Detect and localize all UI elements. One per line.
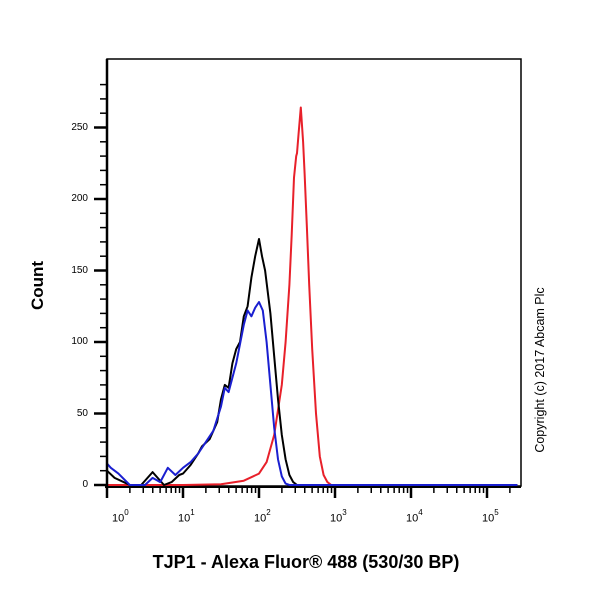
y-tick-label: 50 bbox=[76, 407, 88, 419]
y-tick-label: 250 bbox=[71, 121, 88, 133]
y-axis-ticks bbox=[94, 83, 107, 487]
black-histogram-curve bbox=[106, 84, 518, 486]
y-tick-label: 200 bbox=[71, 193, 88, 204]
y-tick-label: 100 bbox=[71, 336, 88, 347]
x-tick-label: 102 bbox=[254, 508, 271, 525]
histogram-curves bbox=[106, 77, 518, 486]
y-tick-label: 150 bbox=[71, 264, 88, 276]
x-tick-label: 103 bbox=[330, 508, 347, 525]
x-tick-label: 100 bbox=[112, 508, 129, 525]
x-tick-label: 101 bbox=[178, 508, 195, 525]
plot-frame bbox=[106, 58, 522, 487]
x-tick-label: 104 bbox=[406, 508, 423, 525]
red-histogram-curve bbox=[107, 106, 518, 486]
blue-histogram-curve bbox=[106, 77, 518, 486]
y-axis-label: Count bbox=[28, 260, 47, 310]
x-axis-ticks bbox=[105, 487, 511, 498]
x-axis-label: TJP1 - Alexa Fluor® 488 (530/30 BP) bbox=[152, 552, 460, 572]
y-tick-label: 0 bbox=[82, 479, 88, 490]
x-tick-label: 105 bbox=[482, 508, 499, 525]
